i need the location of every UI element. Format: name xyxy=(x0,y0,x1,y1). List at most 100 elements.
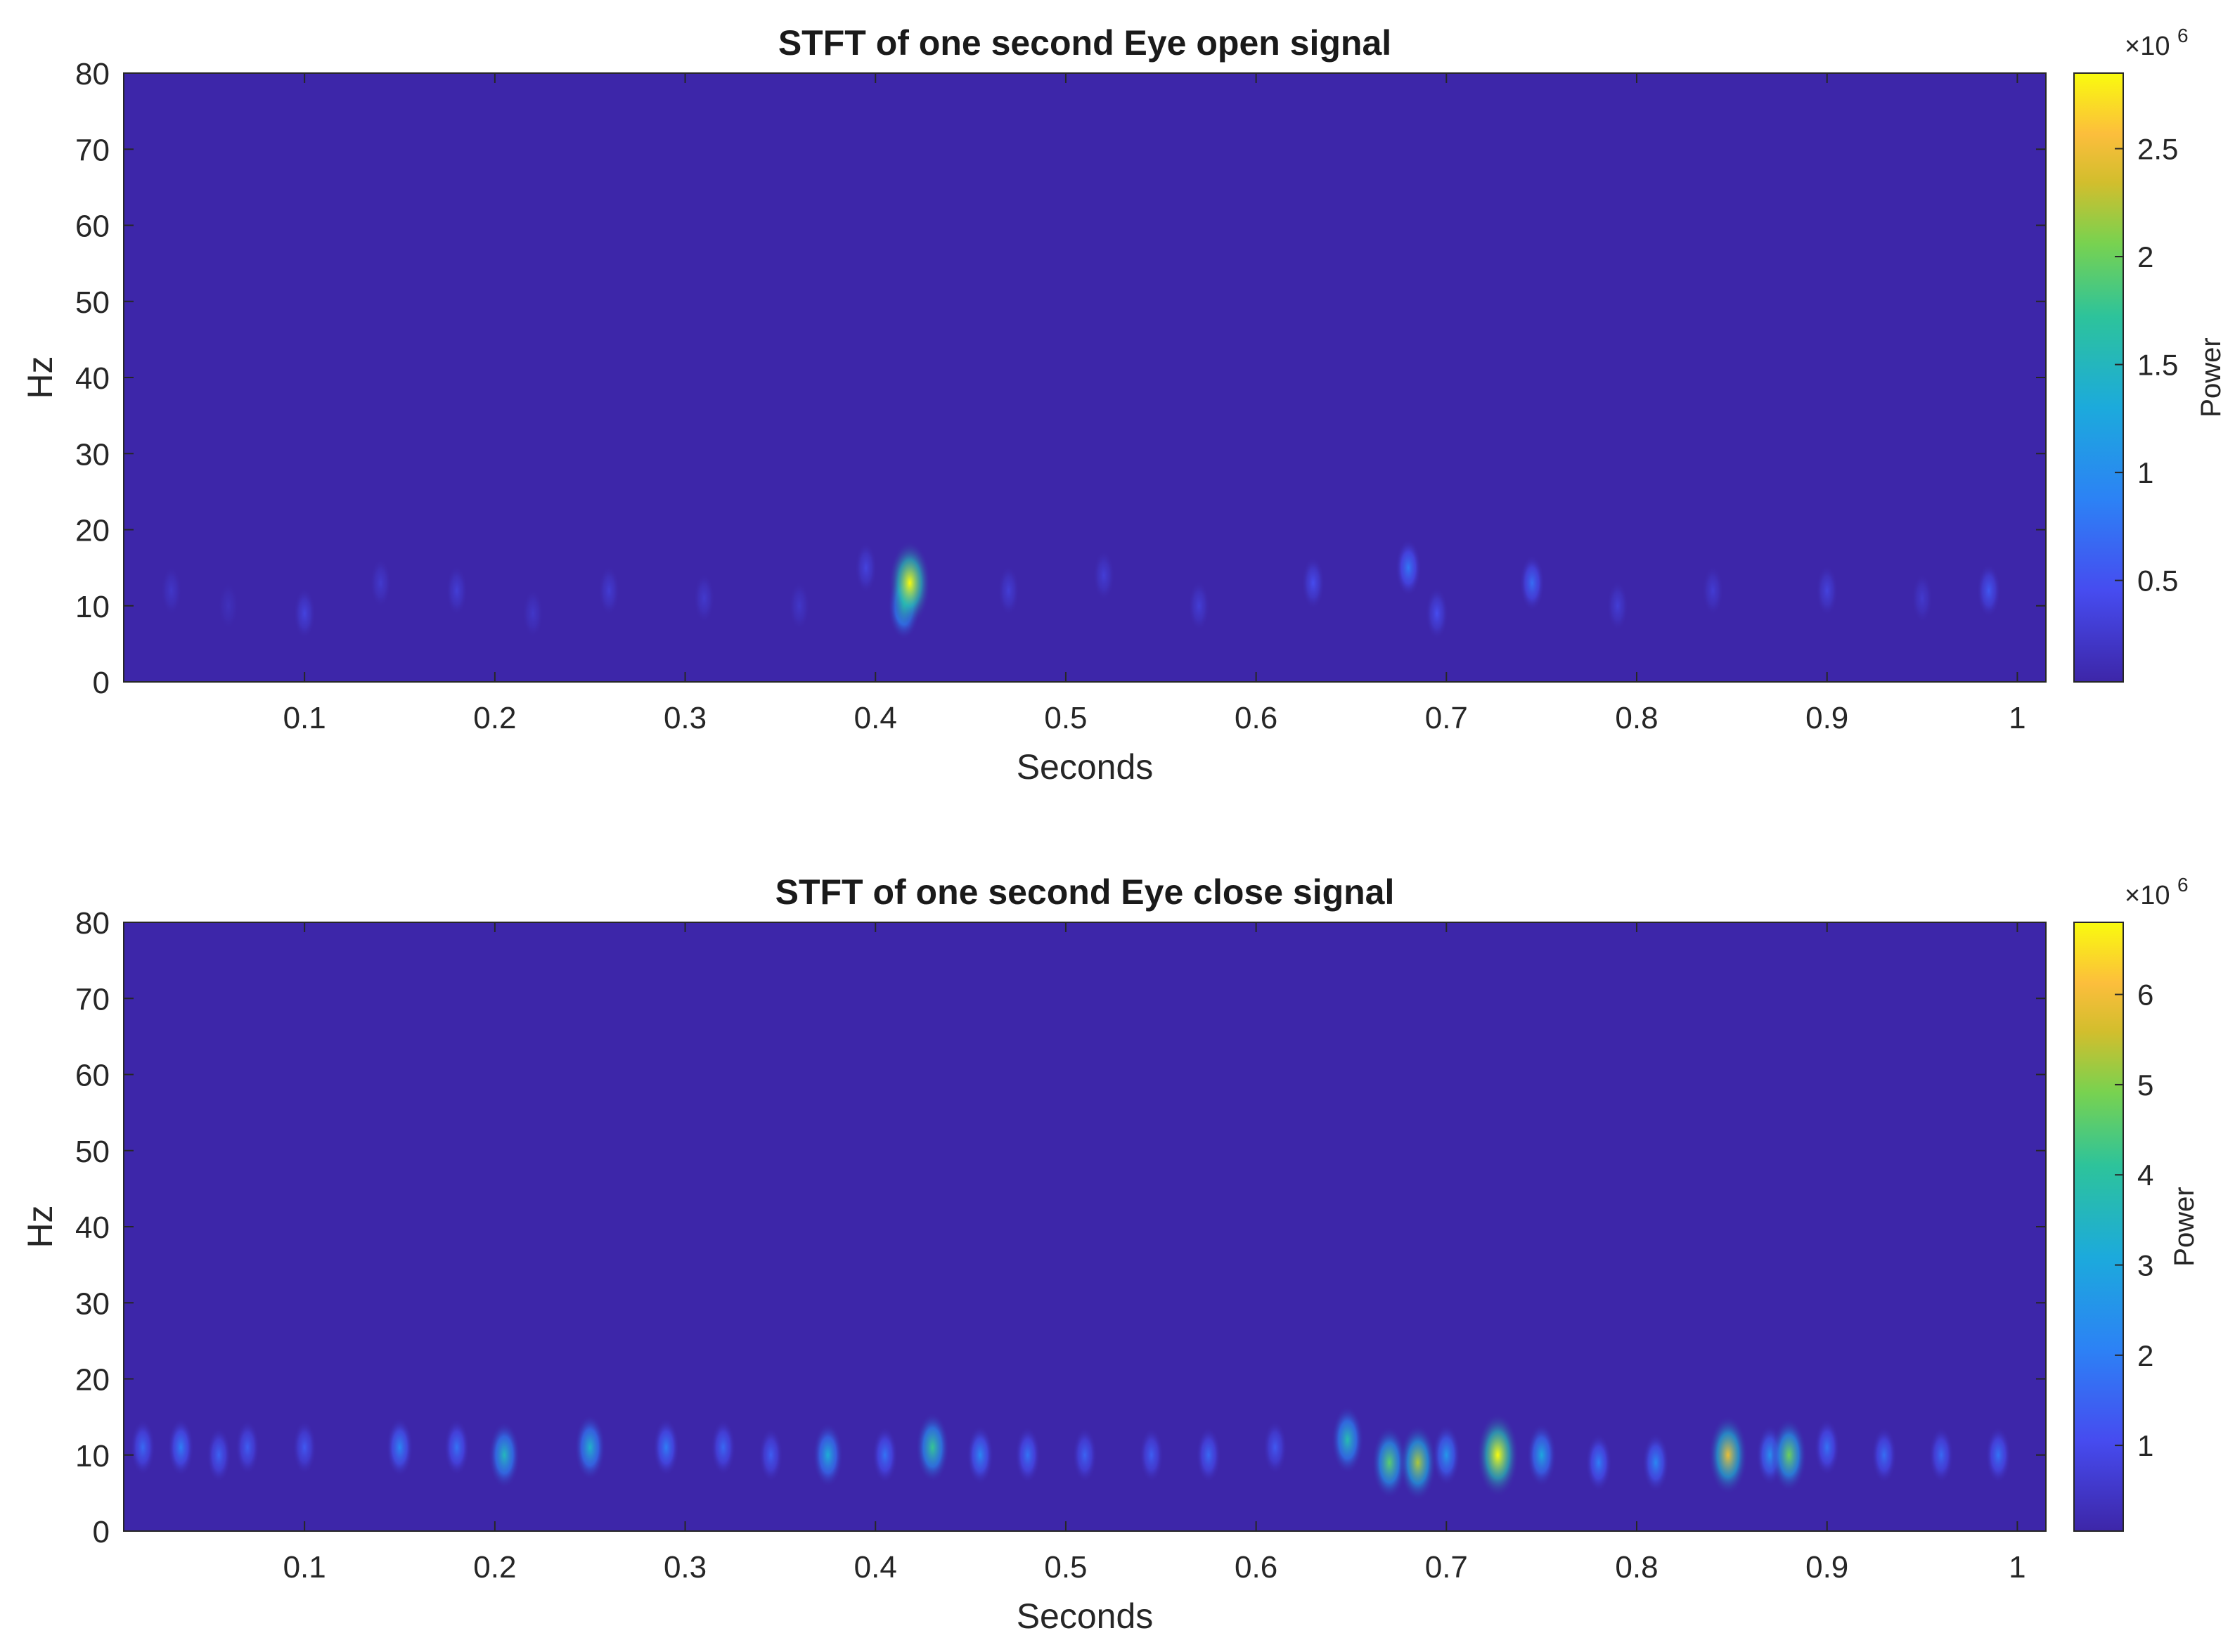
x-tick-label: 0.7 xyxy=(1425,701,1468,735)
y-tick-label: 10 xyxy=(75,1439,110,1473)
chart-title: STFT of one second Eye open signal xyxy=(778,23,1391,63)
x-tick-label: 0.3 xyxy=(664,1550,707,1585)
power-hotspots xyxy=(130,1405,2011,1501)
power-hotspot xyxy=(370,557,392,609)
x-tick-label: 1 xyxy=(2009,1550,2025,1585)
spectrogram-plot-area xyxy=(123,72,2047,683)
power-hotspot xyxy=(759,1427,783,1483)
x-tick-label: 0.6 xyxy=(1235,701,1277,735)
power-hotspot xyxy=(1642,1433,1670,1492)
y-tick-label: 40 xyxy=(75,1211,110,1245)
colorbar-frame xyxy=(2073,72,2124,683)
power-hotspot xyxy=(854,541,877,594)
colorbar-label: Power xyxy=(2169,1187,2200,1266)
power-hotspot xyxy=(167,1418,194,1477)
colorbar-tick-label: 2.5 xyxy=(2137,132,2178,165)
power-hotspot xyxy=(1399,1424,1437,1501)
colorbar-tick-label: 2 xyxy=(2137,1339,2153,1372)
x-tick-label: 0.5 xyxy=(1044,1550,1087,1585)
power-hotspot xyxy=(522,588,544,639)
power-hotspot xyxy=(218,581,239,631)
y-tick-label: 60 xyxy=(75,1059,110,1093)
colorbar-tick-label: 6 xyxy=(2137,979,2153,1012)
power-hotspot xyxy=(1701,564,1724,617)
y-tick-label: 30 xyxy=(75,1286,110,1321)
power-hotspot xyxy=(998,564,1020,617)
power-hotspot xyxy=(1585,1433,1612,1492)
y-tick-label: 70 xyxy=(75,982,110,1017)
x-tick-label: 0.7 xyxy=(1425,1550,1468,1585)
power-hotspot xyxy=(293,587,316,640)
power-hotspot xyxy=(1425,586,1449,640)
colorbar-tick-label: 2 xyxy=(2137,240,2153,273)
x-axis-ticks: 0.1 0.2 0.3 0.4 0.5 0.6 0.7 0.8 0.9 1 xyxy=(283,73,2026,735)
colorbar-gradient xyxy=(2074,73,2123,682)
spectrogram-panel-eye-close: STFT of one second Eye close signal 0 10 2… xyxy=(20,872,2200,1636)
colorbar-exponent-base: ×10 xyxy=(2125,881,2170,910)
power-hotspot xyxy=(889,541,931,626)
power-hotspot xyxy=(206,1427,231,1483)
power-hotspot xyxy=(1606,580,1629,632)
x-axis-label: Seconds xyxy=(1017,1596,1154,1636)
y-tick-label: 20 xyxy=(75,514,110,548)
power-hotspot xyxy=(446,564,468,617)
colorbar-tick-label: 1 xyxy=(2137,1429,2153,1462)
y-tick-label: 50 xyxy=(75,1135,110,1169)
colorbar-exponent-power: 6 xyxy=(2177,25,2189,46)
power-hotspot xyxy=(130,1419,155,1476)
power-hotspot xyxy=(598,564,620,617)
power-hotspot xyxy=(967,1425,994,1485)
x-tick-label: 0.4 xyxy=(854,701,897,735)
x-axis-ticks: 0.1 0.2 0.3 0.4 0.5 0.6 0.7 0.8 0.9 1 xyxy=(283,922,2026,1585)
spectrogram-plot-area xyxy=(123,922,2047,1532)
power-hotspot xyxy=(1196,1426,1221,1483)
power-hotspot xyxy=(813,1422,844,1488)
y-tick-label: 10 xyxy=(75,590,110,624)
x-tick-label: 0.2 xyxy=(473,1550,516,1585)
power-hotspot xyxy=(1139,1427,1164,1483)
x-tick-label: 1 xyxy=(2009,701,2025,735)
power-hotspot xyxy=(1911,572,1933,624)
colorbar-tick-label: 1.5 xyxy=(2137,349,2178,382)
power-hotspot xyxy=(693,572,715,624)
y-tick-label: 20 xyxy=(75,1363,110,1398)
power-hotspot xyxy=(292,1420,317,1475)
power-hotspot xyxy=(1093,550,1115,601)
power-hotspot xyxy=(1372,1426,1407,1499)
power-hotspots xyxy=(160,538,2001,640)
power-hotspot xyxy=(1476,1412,1519,1497)
y-tick-label: 80 xyxy=(75,57,110,91)
power-hotspot xyxy=(1771,1418,1807,1492)
power-hotspot xyxy=(160,565,182,616)
x-tick-label: 0.9 xyxy=(1805,701,1848,735)
power-hotspot xyxy=(1815,564,1838,617)
chart-title: STFT of one second Eye close signal xyxy=(775,872,1395,912)
power-hotspot xyxy=(1395,538,1422,597)
x-tick-label: 0.2 xyxy=(473,701,516,735)
x-tick-label: 0.1 xyxy=(283,701,326,735)
x-tick-label: 0.8 xyxy=(1615,1550,1658,1585)
colorbar-exponent: ×10 6 xyxy=(2125,874,2189,910)
colorbar-tick-label: 1 xyxy=(2137,456,2153,489)
colorbar-tick-label: 4 xyxy=(2137,1159,2153,1192)
power-hotspot xyxy=(710,1419,736,1476)
colorbar: 1 2 3 4 5 6 ×10 6 Power xyxy=(2073,874,2200,1532)
colorbar-exponent-power: 6 xyxy=(2177,874,2189,896)
y-tick-label: 30 xyxy=(75,437,110,472)
colorbar-label: Power xyxy=(2196,337,2227,417)
power-hotspot xyxy=(1872,1426,1897,1484)
y-tick-label: 80 xyxy=(75,906,110,941)
y-tick-label: 0 xyxy=(93,666,110,700)
power-hotspot xyxy=(652,1418,680,1477)
power-hotspot xyxy=(1015,1426,1041,1484)
power-hotspot xyxy=(386,1417,413,1478)
x-tick-label: 0.9 xyxy=(1805,1550,1848,1585)
y-tick-label: 60 xyxy=(75,209,110,244)
x-tick-label: 0.8 xyxy=(1615,701,1658,735)
colorbar-tick-label: 5 xyxy=(2137,1069,2153,1102)
power-hotspot xyxy=(1526,1423,1557,1488)
power-hotspot xyxy=(1187,580,1210,632)
power-hotspot xyxy=(788,581,811,631)
colorbar-tick-label: 3 xyxy=(2137,1249,2153,1282)
y-axis-ticks: 0 10 20 30 40 50 60 70 80 xyxy=(75,906,2046,1549)
